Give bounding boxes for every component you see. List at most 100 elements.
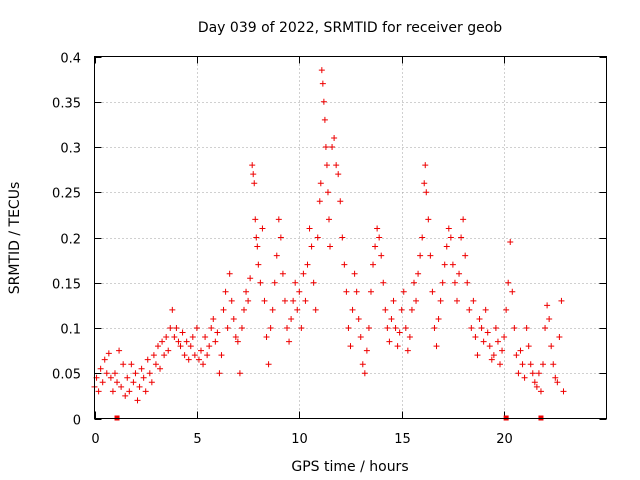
data-point — [142, 388, 149, 395]
data-point — [453, 297, 460, 304]
data-point — [154, 343, 161, 350]
data-point — [533, 383, 540, 390]
x-tick-label: 15 — [394, 432, 411, 447]
data-point — [319, 80, 326, 87]
data-point — [349, 306, 356, 313]
data-point — [163, 334, 170, 341]
data-point — [230, 315, 237, 322]
data-point — [540, 361, 547, 368]
data-point — [363, 347, 370, 354]
data-point — [509, 288, 516, 295]
data-point — [386, 338, 393, 345]
data-point — [339, 234, 346, 241]
data-point — [535, 370, 542, 377]
x-tick-label: 0 — [91, 432, 99, 447]
data-point — [210, 315, 217, 322]
y-tick-label: 0.2 — [60, 233, 81, 248]
y-tick-label: 0 — [73, 414, 81, 429]
data-point — [380, 279, 387, 286]
data-point — [478, 325, 485, 331]
data-point — [157, 365, 164, 372]
data-point — [521, 374, 528, 381]
data-point — [259, 225, 266, 232]
data-point — [480, 338, 487, 345]
data-point — [150, 352, 157, 359]
x-axis-label: GPS time / hours — [291, 459, 408, 475]
y-tick-labels: 0 0.05 0.1 0.15 0.2 0.25 0.3 0.35 0.4 — [52, 52, 81, 429]
data-point — [232, 334, 239, 341]
data-point — [378, 252, 385, 259]
data-point — [191, 352, 198, 359]
data-point — [445, 225, 452, 232]
data-point — [179, 329, 186, 336]
data-point — [546, 315, 553, 322]
data-point — [544, 302, 551, 309]
y-tick-label: 0.05 — [52, 368, 81, 383]
data-point — [548, 343, 555, 350]
data-point — [324, 189, 331, 196]
data-point — [257, 279, 264, 286]
y-tick-label: 0.1 — [60, 323, 81, 338]
data-point — [558, 297, 565, 304]
data-point — [382, 306, 389, 313]
data-point — [560, 388, 567, 395]
data-point — [484, 329, 491, 336]
data-point — [185, 356, 192, 363]
data-point — [460, 216, 467, 223]
data-point — [513, 352, 520, 359]
data-point — [497, 361, 504, 368]
data-point — [317, 180, 324, 187]
data-point — [197, 347, 204, 354]
data-point — [204, 352, 211, 359]
data-point — [404, 347, 411, 354]
y-tick-label: 0.15 — [52, 278, 81, 293]
data-point — [310, 279, 317, 286]
data-point — [320, 98, 327, 105]
data-point — [148, 379, 155, 386]
data-point — [531, 379, 538, 386]
y-axis-label: SRMTID / TECUs — [7, 182, 23, 295]
data-point — [114, 379, 121, 386]
data-point — [273, 252, 280, 259]
data-point — [175, 338, 182, 345]
data-point — [146, 370, 153, 377]
data-point — [187, 343, 194, 350]
data-point — [492, 325, 499, 331]
data-point — [161, 352, 168, 359]
data-point — [177, 343, 184, 350]
data-point — [519, 361, 526, 368]
data-point — [415, 270, 422, 277]
data-point — [341, 261, 348, 268]
data-point — [251, 180, 258, 187]
data-point — [525, 343, 532, 350]
data-point — [107, 374, 114, 381]
data-point — [222, 288, 229, 295]
data-point — [501, 334, 508, 341]
data-point — [97, 365, 104, 372]
data-point — [316, 198, 323, 205]
data-point — [394, 343, 401, 350]
data-point — [202, 334, 209, 341]
data-point — [220, 306, 227, 313]
data-point — [345, 325, 352, 331]
x-tick-label: 10 — [291, 432, 308, 447]
data-point — [456, 270, 463, 277]
data-point — [189, 334, 196, 341]
data-point — [279, 270, 286, 277]
data-point — [296, 288, 303, 295]
data-point — [523, 325, 530, 331]
data-point — [99, 379, 106, 386]
data-point — [396, 329, 403, 336]
data-point — [494, 338, 501, 345]
data-point — [128, 361, 135, 368]
chart-title: Day 039 of 2022, SRMTID for receiver geo… — [198, 20, 502, 36]
data-point — [269, 306, 276, 313]
data-point — [390, 297, 397, 304]
data-point — [367, 288, 374, 295]
data-point — [134, 397, 141, 404]
data-point — [122, 392, 129, 399]
data-point — [365, 325, 372, 331]
data-point — [337, 198, 344, 205]
data-point — [159, 338, 166, 345]
data-point — [527, 361, 534, 368]
